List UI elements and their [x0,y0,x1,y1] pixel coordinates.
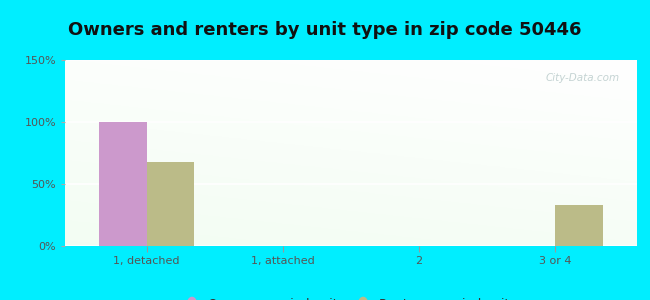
Text: City-Data.com: City-Data.com [546,73,620,83]
Legend: Owner occupied units, Renter occupied units: Owner occupied units, Renter occupied un… [181,293,521,300]
Bar [147,162,194,246]
Text: Owners and renters by unit type in zip code 50446: Owners and renters by unit type in zip c… [68,21,582,39]
Bar [555,205,603,246]
Bar [99,122,147,246]
